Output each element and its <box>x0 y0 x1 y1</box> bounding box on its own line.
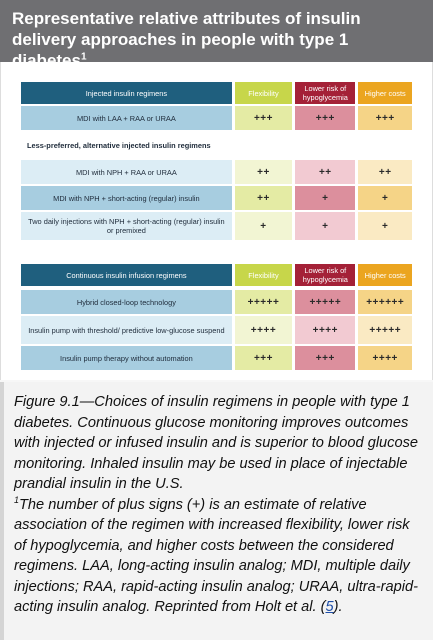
cost-value: +++++ <box>358 316 412 344</box>
row-label: Hybrid closed-loop technology <box>21 290 232 314</box>
cost-value: + <box>358 212 412 240</box>
flexibility-value: +++ <box>234 106 293 130</box>
table-row: Hybrid closed-loop technology +++++ ++++… <box>21 290 412 314</box>
hypoglycemia-value: +++ <box>295 346 356 370</box>
row-label: Two daily injections with NPH + short-ac… <box>21 212 232 240</box>
figure-image: Injected insulin regimens Flexibility Lo… <box>0 62 433 380</box>
table2-header-lower-risk: Lower risk of hypoglycemia <box>295 264 356 286</box>
hypoglycemia-value: ++++ <box>295 316 356 344</box>
footnote-end: ). <box>333 599 343 615</box>
table-row: Insulin pump with threshold/ predictive … <box>21 316 412 344</box>
flexibility-value: +++ <box>234 346 293 370</box>
table-row: MDI with LAA + RAA or URAA +++ +++ +++ <box>21 106 412 130</box>
cost-value: ++ <box>358 160 412 184</box>
flexibility-value: ++ <box>234 186 293 210</box>
table1-header-higher-costs: Higher costs <box>358 82 412 104</box>
table2-header-flexibility: Flexibility <box>234 264 293 286</box>
table-row: Insulin pump therapy without automation … <box>21 346 412 370</box>
footnote-marker: 1 <box>14 494 20 505</box>
cost-value: + <box>358 186 412 210</box>
cost-value: +++ <box>358 106 412 130</box>
table2-header-row: Continuous insulin infusion regimens Fle… <box>21 264 412 286</box>
table2-header-label: Continuous insulin infusion regimens <box>21 264 232 286</box>
hypoglycemia-value: + <box>295 212 356 240</box>
figure-title-bar: Representative relative attributes of in… <box>0 0 433 70</box>
hypoglycemia-value: ++ <box>295 160 356 184</box>
row-label: MDI with NPH + short-acting (regular) in… <box>21 186 232 210</box>
flexibility-value: ++ <box>234 160 293 184</box>
footnote-text: The number of plus signs (+) is an estim… <box>14 496 418 616</box>
flexibility-value: ++++ <box>234 316 293 344</box>
table1-header-row: Injected insulin regimens Flexibility Lo… <box>21 82 412 104</box>
row-label: Insulin pump therapy without automation <box>21 346 232 370</box>
row-label: MDI with NPH + RAA or URAA <box>21 160 232 184</box>
hypoglycemia-value: +++ <box>295 106 356 130</box>
flexibility-value: + <box>234 212 293 240</box>
flexibility-value: +++++ <box>234 290 293 314</box>
table-row: MDI with NPH + short-acting (regular) in… <box>21 186 412 210</box>
cost-value: ++++ <box>358 346 412 370</box>
table1-subheading: Less-preferred, alternative injected ins… <box>27 140 211 150</box>
figure-caption: Figure 9.1—Choices of insulin regimens i… <box>0 382 433 640</box>
table2-header-higher-costs: Higher costs <box>358 264 412 286</box>
hypoglycemia-value: +++++ <box>295 290 356 314</box>
table-row: MDI with NPH + RAA or URAA ++ ++ ++ <box>21 160 412 184</box>
table1-header-lower-risk: Lower risk of hypoglycemia <box>295 82 356 104</box>
caption-main-text: Figure 9.1—Choices of insulin regimens i… <box>14 394 419 492</box>
table1-header-label: Injected insulin regimens <box>21 82 232 104</box>
row-label: MDI with LAA + RAA or URAA <box>21 106 232 130</box>
figure-title: Representative relative attributes of in… <box>12 9 361 70</box>
reference-link[interactable]: 5 <box>325 599 334 615</box>
table1-header-flexibility: Flexibility <box>234 82 293 104</box>
row-label: Insulin pump with threshold/ predictive … <box>21 316 232 344</box>
cost-value: ++++++ <box>358 290 412 314</box>
table-row: Two daily injections with NPH + short-ac… <box>21 212 412 240</box>
caption-footnote: 1The number of plus signs (+) is an esti… <box>14 495 421 618</box>
hypoglycemia-value: + <box>295 186 356 210</box>
title-footnote-marker: 1 <box>80 51 87 63</box>
